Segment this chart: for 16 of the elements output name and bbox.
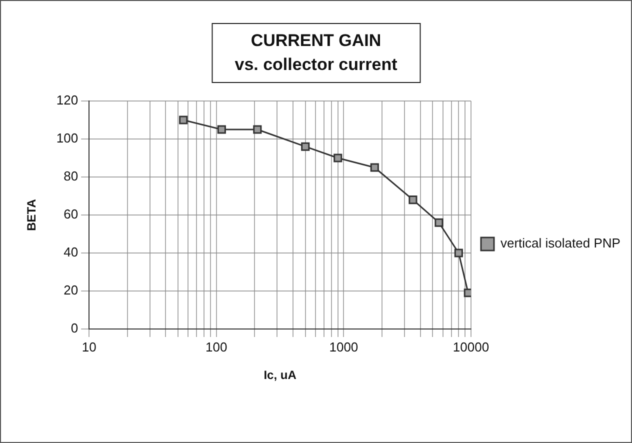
x-tick-label: 10000 <box>452 339 490 354</box>
legend-label: vertical isolated PNP <box>500 236 620 251</box>
y-tick-label: 40 <box>64 244 78 260</box>
y-axis-title: BETA <box>24 198 39 231</box>
x-tick-label: 1000 <box>329 339 358 354</box>
chart-subtitle: vs. collector current <box>234 54 398 76</box>
y-tick-label: 100 <box>56 130 78 146</box>
x-tick-label: 10 <box>82 339 96 354</box>
y-tick-label: 60 <box>64 206 78 222</box>
y-tick-label: 0 <box>70 320 78 336</box>
y-tick-label: 20 <box>64 282 78 298</box>
y-tick-label: 80 <box>64 168 78 184</box>
x-axis-title: Ic, uA <box>264 368 297 382</box>
chart-title: CURRENT GAIN <box>250 30 382 52</box>
y-tick-label: 120 <box>56 92 78 108</box>
x-tick-label: 100 <box>206 339 228 354</box>
